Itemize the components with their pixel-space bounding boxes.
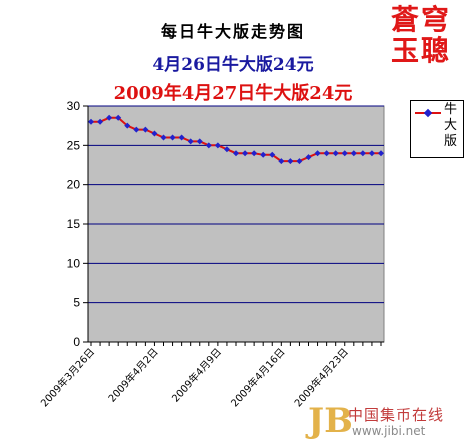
y-tick-label-10: 10 [67,256,81,270]
y-tick-label-5: 5 [73,296,80,310]
y-tick-label-0: 0 [73,335,80,349]
watermark-site-name: 中国集币在线 [348,406,445,424]
data-point [287,158,294,165]
data-point [305,154,312,161]
watermark-url: www.jibi.net [352,424,426,438]
data-point [115,114,122,121]
site-watermark: JB 中国集币在线 www.jibi.net [308,402,464,442]
data-point [124,122,131,129]
data-point [378,150,384,157]
data-point [368,150,375,157]
data-point [242,150,249,157]
data-point [269,151,276,158]
data-point [142,126,149,133]
watermark-logo-icon: JB [308,401,353,441]
data-point [260,151,267,158]
chart-subtitle-latest: 2009年4月27日牛大版24元 [113,83,353,104]
data-point [314,150,321,157]
seal-line-2: 玉聰 [390,34,451,67]
data-point [97,118,104,125]
data-point [332,150,339,157]
x-tick-label: 2009年4月2日 [105,345,160,404]
data-point [178,134,185,141]
data-point [205,142,212,149]
seal-line-1: 蒼穹 [390,3,451,36]
data-point [214,142,221,149]
legend-marker-swatch [423,108,433,118]
y-tick-label-25: 25 [67,138,81,152]
data-point [151,130,158,137]
data-point [251,150,258,157]
data-point [187,138,194,145]
data-point [323,150,330,157]
y-tick-label-30: 30 [67,99,81,113]
x-tick-label: 2009年3月26日 [38,345,98,409]
y-tick-label-20: 20 [67,178,81,192]
data-point [233,150,239,157]
chart-legend: 牛大版 [410,100,464,158]
data-point [133,126,140,133]
x-tick-label: 2009年4月16日 [228,345,288,409]
data-point [196,138,203,145]
data-point [223,146,230,153]
red-seal-logo: 蒼穹 玉聰 [382,4,460,70]
y-tick-label-15: 15 [67,217,81,231]
data-point [296,158,303,165]
data-point [88,118,94,125]
data-point [160,134,167,141]
x-tick-label: 2009年4月23日 [291,345,351,409]
legend-series-label: 牛大版 [444,102,458,149]
data-point [278,158,285,165]
data-point [169,134,176,141]
data-point [359,150,366,157]
chart-subtitle-date: 4月26日牛大版24元 [152,55,314,75]
x-tick-label: 2009年4月9日 [169,345,224,404]
chart-title: 每日牛大版走势图 [160,22,305,41]
data-point [341,150,348,157]
data-point [350,150,357,157]
data-point [106,114,113,121]
